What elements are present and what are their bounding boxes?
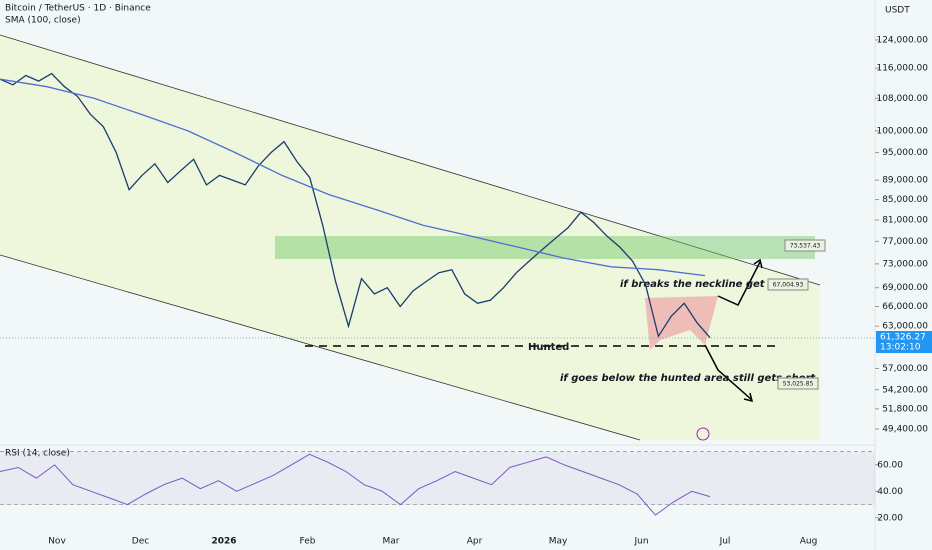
x-tick-label: May xyxy=(549,537,568,547)
y-tick-label: 95,000.00 xyxy=(882,148,928,158)
y-tick-label: 57,000.00 xyxy=(882,364,928,374)
arrowhead xyxy=(743,392,754,403)
annotation: Hunted xyxy=(528,342,569,353)
y-tick-label: 66,000.00 xyxy=(882,302,928,312)
y-tick-label: 89,000.00 xyxy=(882,176,928,186)
rsi-line xyxy=(0,453,711,516)
x-tick-label: Dec xyxy=(132,537,149,547)
x-tick-label: Jun xyxy=(633,537,648,547)
long-arrow xyxy=(717,261,761,306)
y-tick-label: 20.00 xyxy=(877,513,903,523)
y-tick-label: 100,000.00 xyxy=(876,126,928,136)
label-box xyxy=(767,278,809,291)
series-line xyxy=(0,78,706,277)
target-label: 53,025.85 xyxy=(783,381,814,388)
indicator-label: SMA (100, close) xyxy=(5,16,81,26)
rsi-title: RSI (14, close) xyxy=(5,449,70,459)
target-label: 67,004.93 xyxy=(773,282,804,289)
y-tick-label: 77,000.00 xyxy=(882,237,928,247)
price-tag xyxy=(876,331,932,353)
y-tick-label: 85,000.00 xyxy=(882,195,928,205)
arrowhead xyxy=(753,258,763,269)
channel-upper xyxy=(0,34,821,286)
x-tick-label: 2026 xyxy=(211,537,236,547)
pattern xyxy=(645,296,718,350)
current-price: 61,326.27 xyxy=(880,333,926,343)
x-tick-label: Feb xyxy=(300,537,316,547)
target-label: 73,537.43 xyxy=(790,243,821,250)
y-tick-label: 49,400.00 xyxy=(882,424,928,434)
y-tick-label: 124,000.00 xyxy=(876,35,928,45)
short-arrow xyxy=(704,344,753,401)
x-tick-label: Jul xyxy=(719,537,731,547)
y-tick-label: 51,800.00 xyxy=(882,404,928,414)
countdown: 13:02:10 xyxy=(880,343,921,353)
y-tick-label: 116,000.00 xyxy=(876,64,928,74)
x-tick-label: Mar xyxy=(383,537,400,547)
annotation: if breaks the neckline get a long xyxy=(620,279,803,290)
channel-lower xyxy=(0,254,641,441)
y-tick-label: 63,000.00 xyxy=(882,322,928,332)
y-tick-label: 60.00 xyxy=(877,460,903,470)
rsi-band xyxy=(0,452,875,505)
x-tick-label: Nov xyxy=(48,537,66,547)
label-box xyxy=(784,239,826,252)
y-tick-label: 108,000.00 xyxy=(876,94,928,104)
y-tick-label: 69,000.00 xyxy=(882,283,928,293)
x-tick-label: Apr xyxy=(467,537,483,547)
series-line xyxy=(0,72,711,339)
currency: USDT xyxy=(885,6,910,16)
event-icon xyxy=(696,427,710,441)
y-tick-label: 54,200.00 xyxy=(882,385,928,395)
label-box xyxy=(777,377,819,390)
y-tick-label: 40.00 xyxy=(877,487,903,497)
y-tick-label: 73,000.00 xyxy=(882,259,928,269)
annotation: if goes below the hunted area still gets… xyxy=(560,373,816,384)
x-tick-label: Aug xyxy=(800,537,818,547)
channel-fill xyxy=(0,35,820,440)
y-tick-label: 81,000.00 xyxy=(882,215,928,225)
title: Bitcoin / TetherUS · 1D · Binance xyxy=(5,4,151,14)
